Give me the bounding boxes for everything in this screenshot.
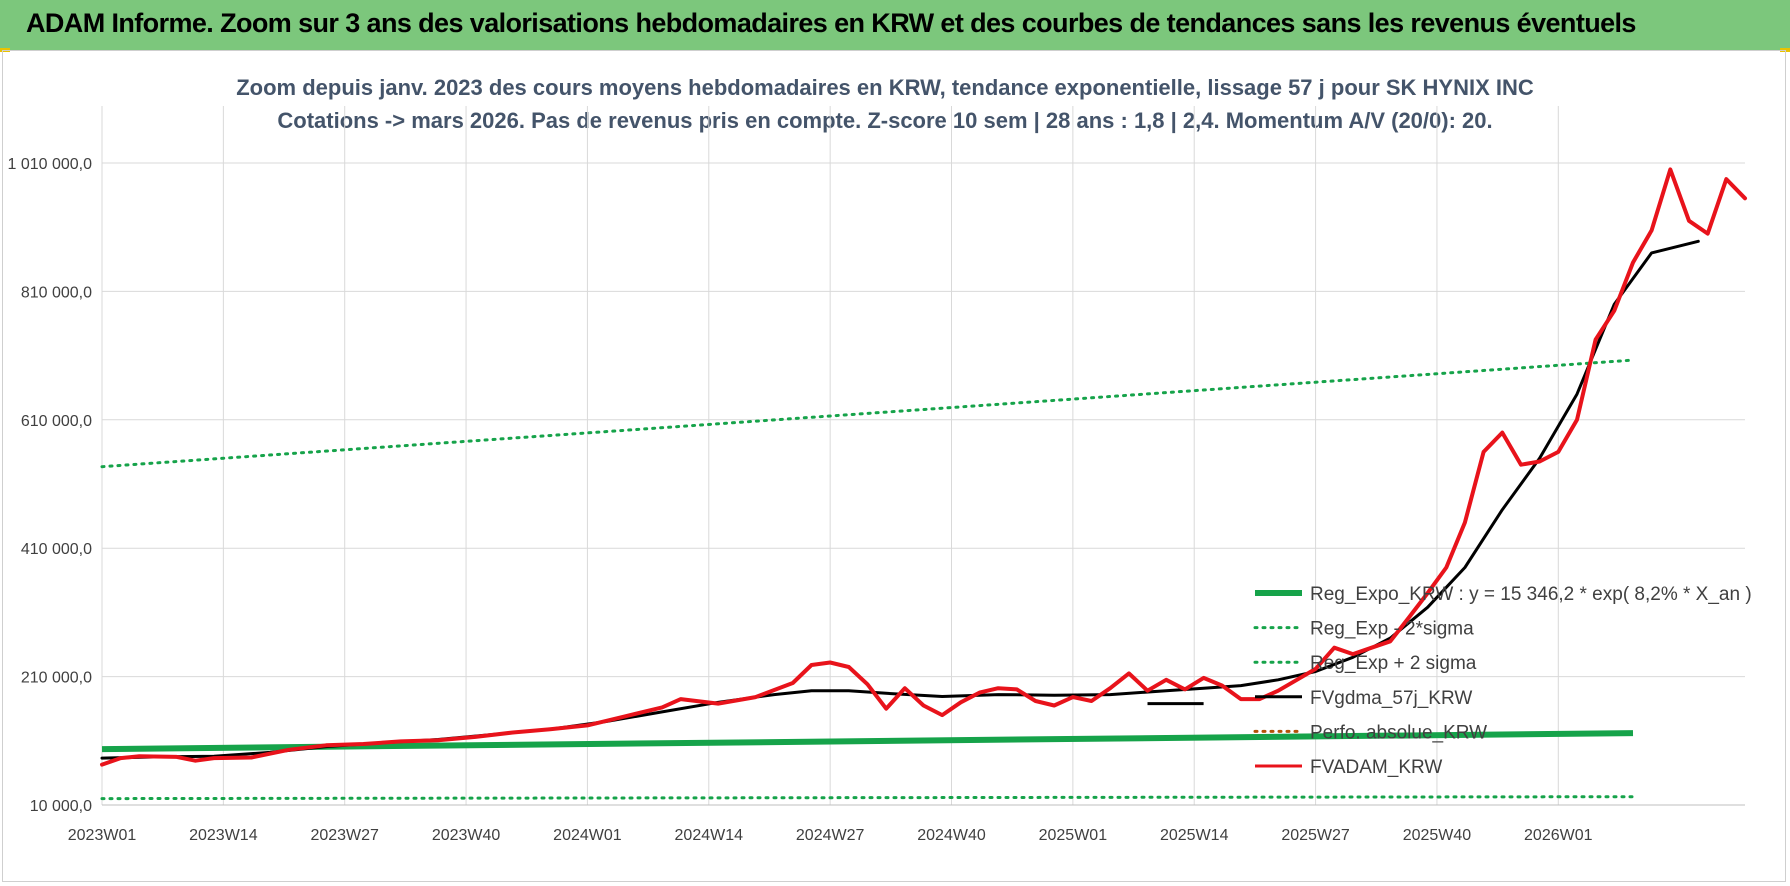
y-tick-label: 210 000,0	[21, 670, 92, 687]
legend-label: Reg_Exp - 2*sigma	[1310, 619, 1474, 640]
legend-label: FVgdma_57j_KRW	[1310, 688, 1472, 709]
chart-title-line-2: Cotations -> mars 2026. Pas de revenus p…	[277, 108, 1492, 133]
x-tick-label: 2025W27	[1281, 827, 1350, 844]
series-fvadam-krw	[100, 167, 1747, 767]
series-reg-exp-2-sigma	[100, 358, 1635, 469]
x-tick-label: 2025W40	[1403, 827, 1472, 844]
chart-title-line-1: Zoom depuis janv. 2023 des cours moyens …	[236, 75, 1534, 100]
x-tick-label: 2024W40	[917, 827, 986, 844]
report-banner: ADAM Informe. Zoom sur 3 ans des valoris…	[0, 0, 1790, 51]
y-tick-label: 10 000,0	[30, 798, 92, 815]
report-title: ADAM Informe. Zoom sur 3 ans des valoris…	[26, 8, 1636, 38]
chart-grid	[101, 106, 1745, 806]
x-tick-label: 2023W27	[310, 827, 379, 844]
x-tick-label: 2023W40	[432, 827, 501, 844]
x-tick-label: 2025W01	[1039, 827, 1108, 844]
y-axis-ticks: 10 000,0 210 000,0 410 000,0 610 000,0 810 0…	[7, 156, 92, 815]
legend-label: Reg_Expo_KRW : y = 15 346,2 * exp( 8,2% …	[1310, 584, 1752, 605]
x-tick-label: 2024W14	[675, 827, 744, 844]
y-tick-label: 1 010 000,0	[7, 156, 92, 173]
legend-label: Perfo. absolue_KRW	[1310, 722, 1487, 743]
chart-legend: Reg_Expo_KRW : y = 15 346,2 * exp( 8,2% …	[1253, 584, 1752, 778]
y-tick-label: 410 000,0	[21, 541, 92, 558]
x-tick-label: 2023W14	[189, 827, 258, 844]
x-tick-label: 2023W01	[68, 827, 137, 844]
x-tick-label: 2025W14	[1160, 827, 1229, 844]
x-tick-label: 2024W01	[553, 827, 622, 844]
series-fvgdma-57j-krw	[100, 239, 1700, 760]
x-tick-label: 2024W27	[796, 827, 865, 844]
legend-label: Reg_Exp + 2 sigma	[1310, 653, 1477, 674]
plot-area	[100, 167, 1747, 801]
y-tick-label: 810 000,0	[21, 284, 92, 301]
y-tick-label: 610 000,0	[21, 413, 92, 430]
chart-frame	[2, 50, 1786, 882]
x-tick-label: 2026W01	[1524, 827, 1593, 844]
x-axis-ticks: 2023W01 2023W14 2023W27 2023W40 2024W01 2024W…	[68, 827, 1593, 844]
series-reg-expo-krw	[101, 730, 1634, 753]
legend-label: FVADAM_KRW	[1310, 757, 1442, 778]
series-reg-exp-2-sigma	[100, 795, 1635, 801]
